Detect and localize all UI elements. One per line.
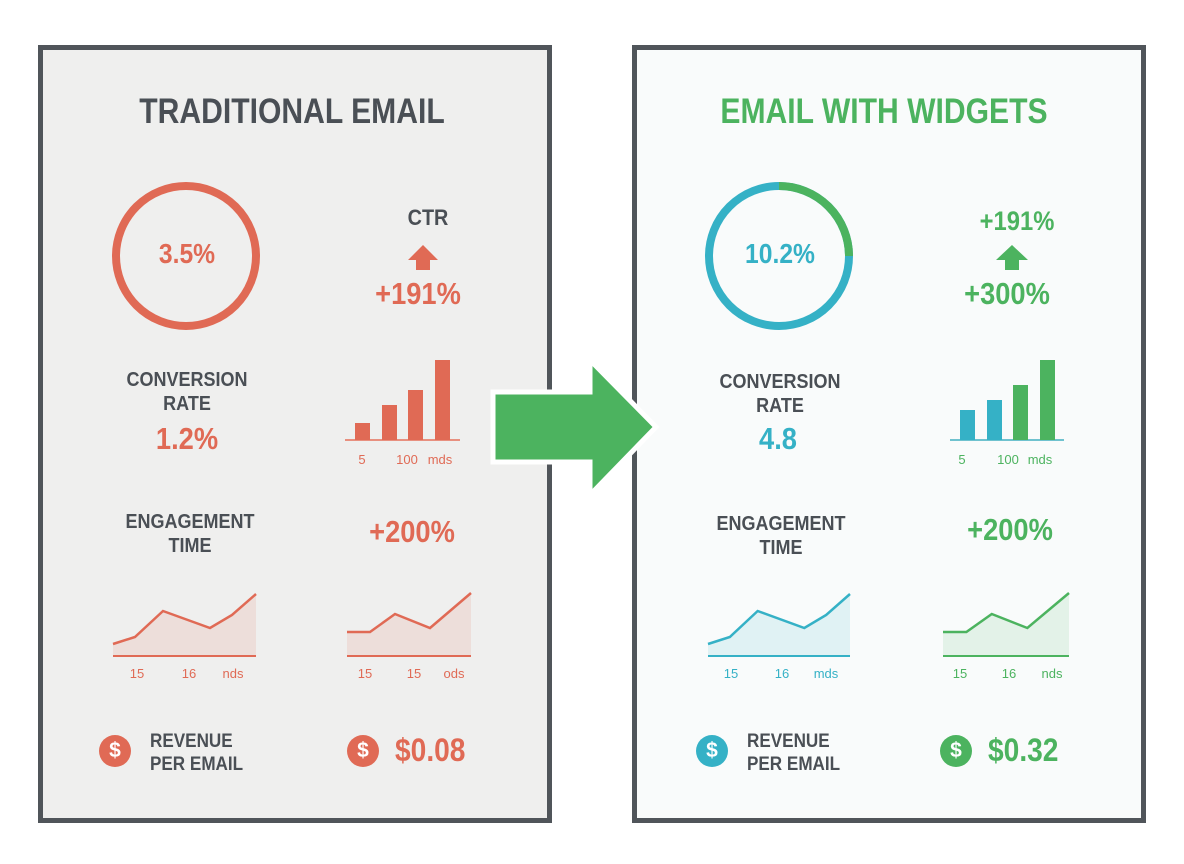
bar (435, 360, 450, 440)
bar (382, 405, 397, 440)
tick-label: mds (813, 666, 839, 681)
left-ring-value: 3.5% (158, 238, 216, 269)
tick-label: 16 (774, 666, 790, 681)
tick-label: 15 (723, 666, 739, 681)
label-line: TIME (168, 535, 212, 557)
area-fill (943, 593, 1069, 656)
right-ctr-top: +191% (979, 206, 1055, 236)
area-line (943, 592, 1070, 634)
area-fill (708, 594, 850, 656)
right-engagement-label: ENGAGEMENT TIME (716, 512, 845, 560)
ctr-label: CTR (407, 205, 449, 230)
right-ctr-change: +300% (964, 276, 1050, 311)
dollar-icon: $ (940, 735, 972, 767)
right-revenue-label: REVENUE PER EMAIL (747, 730, 840, 776)
right-conversion-label: CONVERSION RATE (719, 370, 840, 418)
left-revenue-label: REVENUE PER EMAIL (150, 730, 243, 776)
right-ring-value: 10.2% (745, 238, 815, 269)
tick-label: ods (443, 666, 465, 681)
right-title: EMAIL WITH WIDGETS (720, 92, 1048, 131)
left-title: TRADITIONAL EMAIL (139, 92, 445, 131)
bar (1040, 360, 1055, 440)
bar (1013, 385, 1028, 440)
left-engagement-label: ENGAGEMENT TIME (125, 510, 254, 558)
traditional-email-panel (38, 45, 552, 823)
right-conversion-value: 4.8 (759, 421, 797, 456)
left-revenue-value: $0.08 (395, 732, 466, 768)
area-line (112, 593, 257, 646)
label-line: REVENUE (150, 731, 233, 752)
tick-label: 16 (181, 666, 197, 681)
left-conversion-value: 1.2% (155, 421, 219, 456)
tick-label: nds (1041, 666, 1063, 681)
tick-label: mds (427, 452, 453, 467)
tick-label: 16 (1001, 666, 1017, 681)
tick-label: 100 (396, 452, 418, 467)
label-line: RATE (163, 393, 211, 415)
bar (987, 400, 1002, 440)
label-line: PER EMAIL (150, 754, 244, 775)
area-fill (113, 594, 256, 656)
label-line: ENGAGEMENT (716, 513, 846, 535)
bar (408, 390, 423, 440)
label-line: CONVERSION (719, 371, 841, 393)
dollar-icon: $ (696, 735, 728, 767)
arrow-right-icon (490, 353, 660, 502)
label-line: RATE (756, 395, 804, 417)
label-line: REVENUE (747, 731, 830, 752)
label-line: CONVERSION (126, 369, 248, 391)
label-line: PER EMAIL (747, 754, 841, 775)
tick-label: nds (222, 666, 244, 681)
dollar-icon: $ (347, 735, 379, 767)
ring-arc (112, 182, 260, 330)
area-fill (347, 593, 471, 656)
left-ctr-change: +191% (375, 276, 461, 311)
tick-label: 15 (406, 666, 422, 681)
area-line (707, 593, 851, 646)
bar (960, 410, 975, 440)
tick-label: 15 (357, 666, 373, 681)
tick-label: 15 (129, 666, 145, 681)
tick-label: 5 (958, 452, 966, 467)
bar (355, 423, 370, 440)
label-line: TIME (759, 537, 803, 559)
tick-label: 15 (952, 666, 968, 681)
dollar-icon: $ (99, 735, 131, 767)
tick-label: 100 (997, 452, 1019, 467)
tick-label: mds (1027, 452, 1053, 467)
right-revenue-value: $0.32 (988, 732, 1059, 768)
ring-arc-highlight (778, 182, 853, 257)
left-engagement-change: +200% (369, 514, 455, 549)
tick-label: 5 (358, 452, 366, 467)
email-with-widgets-panel (632, 45, 1146, 823)
label-line: ENGAGEMENT (125, 511, 255, 533)
left-conversion-label: CONVERSION RATE (126, 368, 247, 416)
right-engagement-change: +200% (967, 512, 1053, 547)
area-line (347, 592, 472, 634)
